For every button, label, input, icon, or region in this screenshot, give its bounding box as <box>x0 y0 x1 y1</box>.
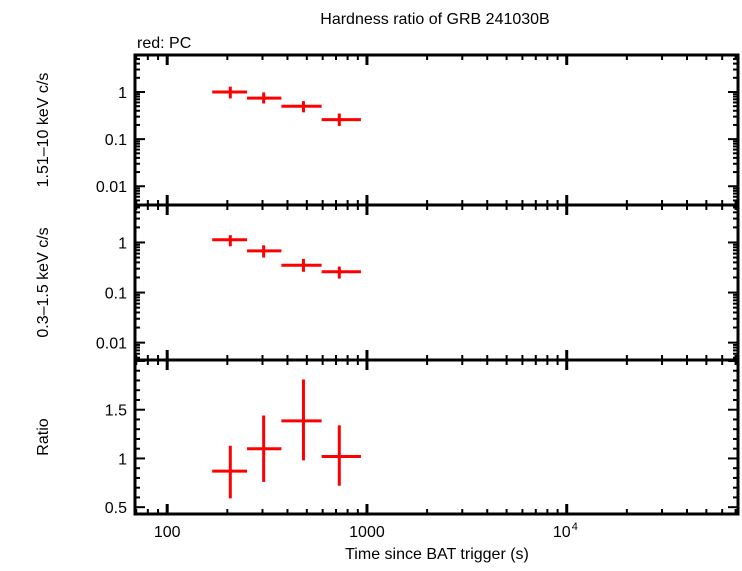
y-tick-label: 0.01 <box>96 336 127 353</box>
data-point <box>212 235 248 247</box>
panel-3: 1.5 1 0.5 Ratio <box>35 358 740 517</box>
y-tick-label: 0.1 <box>105 286 127 303</box>
y-tick-label: 0.01 <box>96 179 127 196</box>
y-tick-label: 0.1 <box>105 132 127 149</box>
data-point <box>247 92 282 104</box>
y-tick-label: 1 <box>118 451 127 468</box>
x-axis-label: Time since BAT trigger (s) <box>345 546 529 563</box>
y-tick-label: 0.5 <box>105 500 127 517</box>
x-tick-label: 10 <box>553 524 571 541</box>
data-point <box>212 445 248 499</box>
y-axis-label: 0.3–1.5 keV c/s <box>35 227 52 337</box>
data-point <box>281 379 322 461</box>
y-tick-label: 1.5 <box>105 403 127 420</box>
data-point <box>281 101 322 113</box>
data-point <box>281 258 322 272</box>
y-axis-label: 1.51–10 keV c/s <box>35 73 52 188</box>
panel-1: 1 0.1 0.01 1.51–10 keV c/s <box>35 53 740 207</box>
x-tick-label-exponent: 4 <box>572 521 578 533</box>
y-axis-label: Ratio <box>35 418 52 455</box>
data-point <box>321 425 361 486</box>
data-point <box>321 113 361 126</box>
panel-frame <box>133 203 740 362</box>
data-point <box>321 266 361 279</box>
data-point <box>247 415 282 482</box>
panel-frame <box>133 358 740 516</box>
chart-subtitle: red: PC <box>137 35 191 52</box>
panel-frame <box>133 53 740 207</box>
data-point <box>247 245 282 258</box>
x-tick-label: 100 <box>154 524 181 541</box>
y-tick-label: 1 <box>118 235 127 252</box>
chart-title: Hardness ratio of GRB 241030B <box>320 11 549 28</box>
y-tick-label: 1 <box>118 85 127 102</box>
x-tick-label: 1000 <box>349 524 385 541</box>
panel-2: 1 0.1 0.01 0.3–1.5 keV c/s <box>35 203 740 362</box>
data-point <box>212 86 248 99</box>
